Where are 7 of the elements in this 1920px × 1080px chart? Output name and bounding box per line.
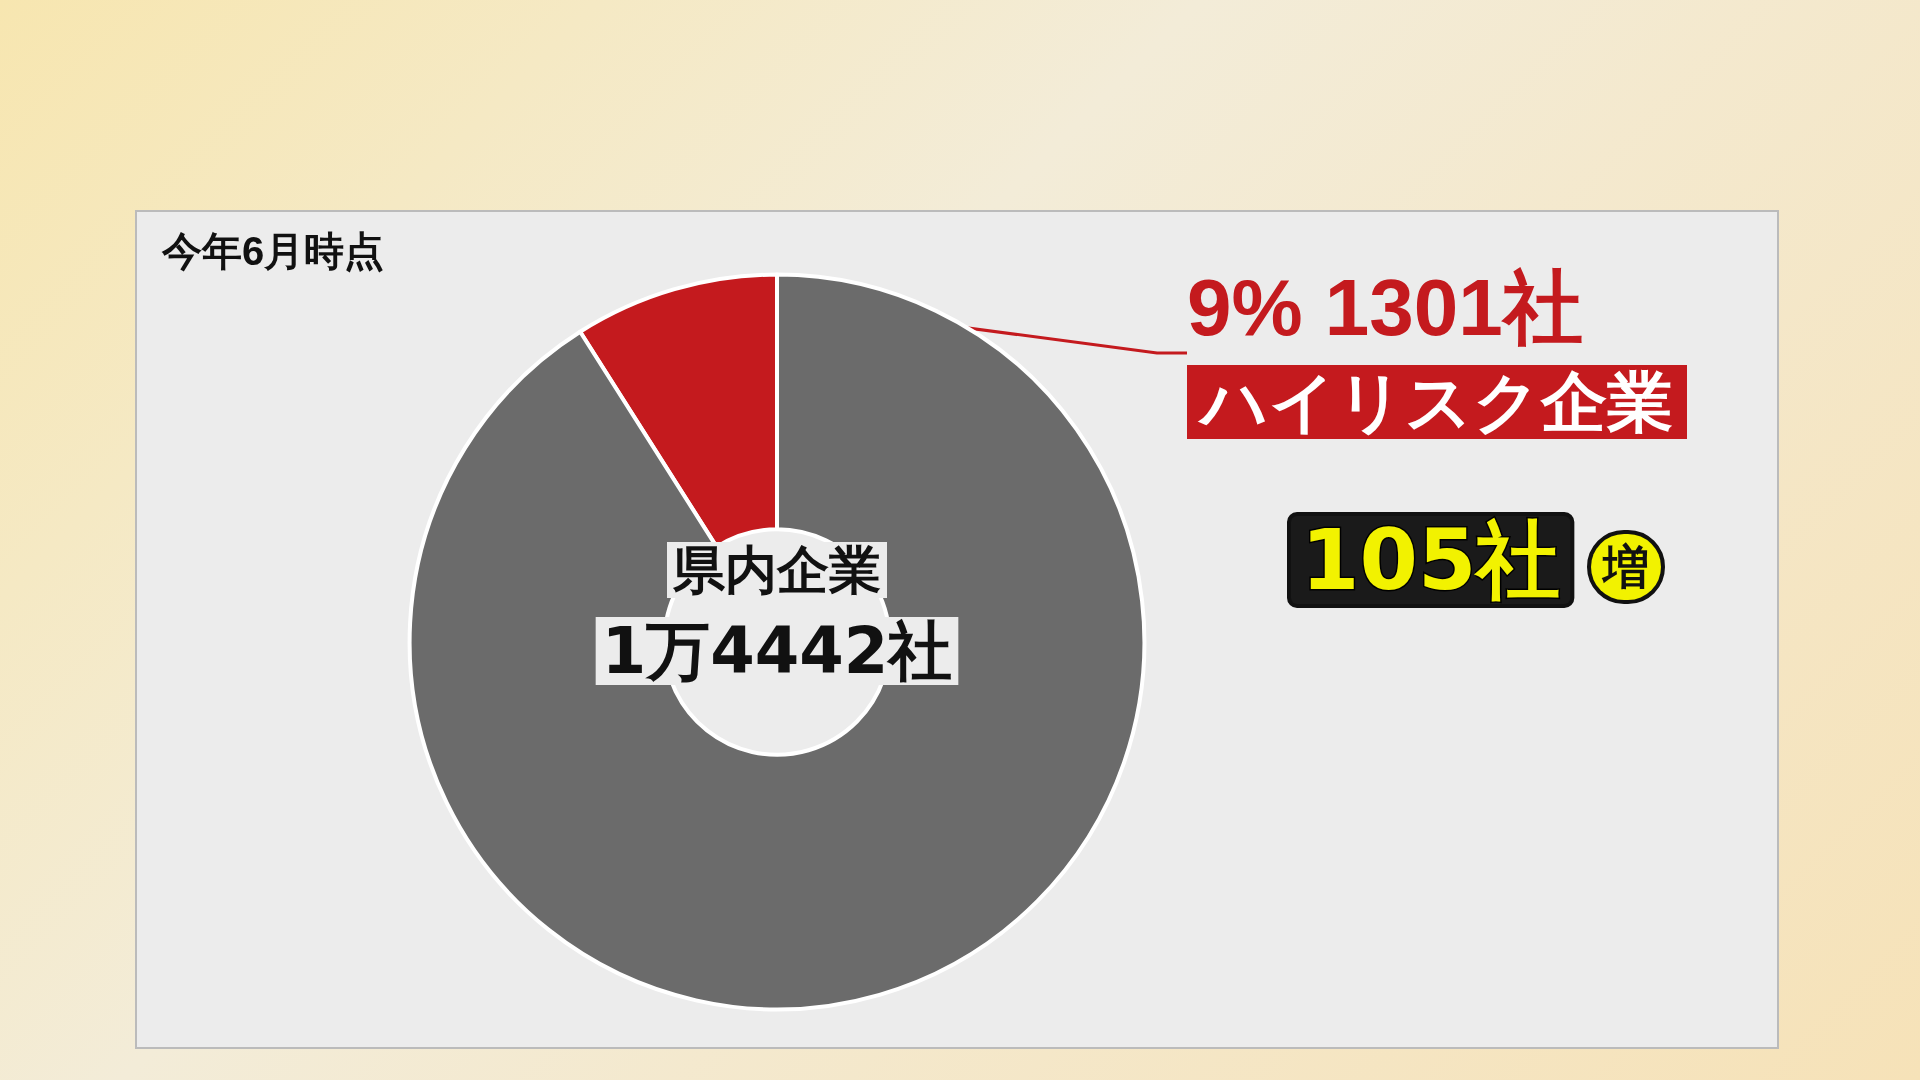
data-label: 9% 1301社 [1187, 262, 1583, 352]
text: 105社 [1301, 511, 1561, 609]
text: 県内企業 [672, 540, 881, 600]
slice-label: ハイリスク企業 [1197, 365, 1673, 439]
text: 増 [1601, 540, 1649, 594]
text: 1万4442社 [601, 614, 953, 688]
chart-title: 今年6月時点 [161, 229, 385, 273]
